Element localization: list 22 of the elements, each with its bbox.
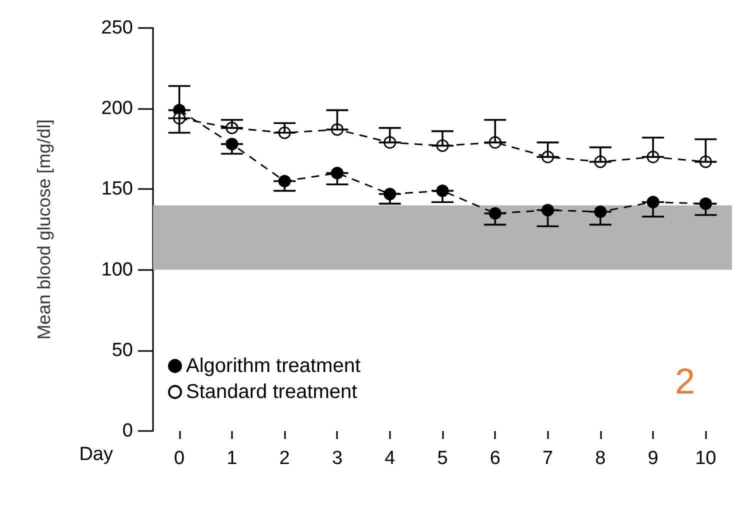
legend-label: Standard treatment — [186, 381, 358, 403]
x-tick-label: 0 — [174, 448, 185, 469]
x-tick-label: 8 — [595, 448, 606, 469]
x-tick-label: 4 — [384, 448, 396, 469]
y-tick-label: 250 — [101, 18, 133, 38]
x-tick-label: 6 — [490, 448, 500, 469]
x-axis-title: Day — [79, 444, 114, 465]
legend-label: Algorithm treatment — [186, 355, 361, 377]
x-tick-label: 2 — [279, 448, 290, 469]
x-tick-label: 3 — [332, 448, 343, 469]
y-tick-label: 200 — [101, 98, 133, 120]
y-tick-label: 150 — [101, 178, 133, 200]
y-tick-label: 50 — [112, 340, 133, 361]
x-tick-label: 5 — [437, 448, 448, 469]
annotation: 2 — [674, 360, 696, 402]
x-tick-label: 10 — [695, 448, 716, 469]
y-tick-label: 0 — [122, 420, 133, 442]
x-tick-label: 9 — [648, 448, 658, 469]
x-tick-label: 7 — [542, 448, 554, 469]
x-tick-label: 1 — [226, 448, 238, 469]
y-tick-label: 100 — [101, 259, 133, 280]
y-axis-title: Mean blood glucose [mg/dl] — [34, 119, 54, 340]
